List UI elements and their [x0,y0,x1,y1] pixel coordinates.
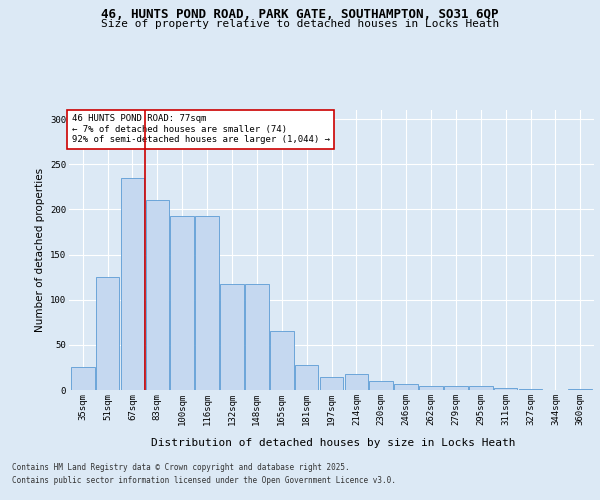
Bar [344,374,368,390]
Bar [245,284,269,390]
Bar [370,381,393,390]
Bar [146,200,169,390]
Bar [519,389,542,390]
Bar [494,388,517,390]
Bar [270,332,293,390]
Bar [121,178,144,390]
Bar [220,284,244,390]
Bar [295,364,319,390]
Bar [469,386,493,390]
Bar [419,386,443,390]
Bar [71,368,95,390]
Bar [394,384,418,390]
Y-axis label: Number of detached properties: Number of detached properties [35,168,44,332]
Text: 46 HUNTS POND ROAD: 77sqm
← 7% of detached houses are smaller (74)
92% of semi-d: 46 HUNTS POND ROAD: 77sqm ← 7% of detach… [71,114,329,144]
Bar [568,389,592,390]
Bar [195,216,219,390]
Text: Contains public sector information licensed under the Open Government Licence v3: Contains public sector information licen… [12,476,396,485]
Bar [320,378,343,390]
Bar [96,277,119,390]
Text: Distribution of detached houses by size in Locks Heath: Distribution of detached houses by size … [151,438,515,448]
Text: Contains HM Land Registry data © Crown copyright and database right 2025.: Contains HM Land Registry data © Crown c… [12,464,350,472]
Bar [444,386,468,390]
Text: Size of property relative to detached houses in Locks Heath: Size of property relative to detached ho… [101,19,499,29]
Text: 46, HUNTS POND ROAD, PARK GATE, SOUTHAMPTON, SO31 6QP: 46, HUNTS POND ROAD, PARK GATE, SOUTHAMP… [101,8,499,20]
Bar [170,216,194,390]
